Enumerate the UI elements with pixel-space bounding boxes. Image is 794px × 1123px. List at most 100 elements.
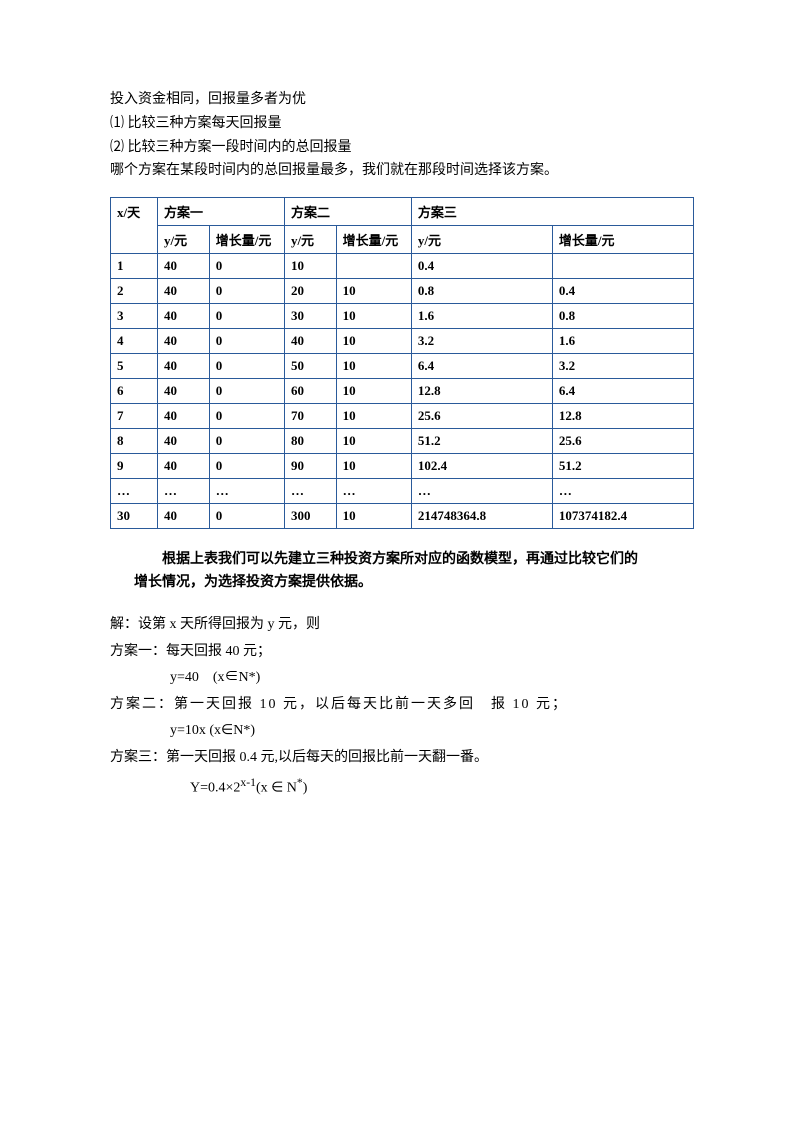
solution-line-3: 方案二：第一天回报 10 元，以后每天比前一天多回 报 10 元； — [110, 692, 694, 719]
table-row: 7400701025.612.8 — [111, 404, 694, 429]
cell-y3: 214748364.8 — [411, 504, 552, 529]
cell-y3: 25.6 — [411, 404, 552, 429]
solution-formula-2: y=10x (x∈N*) — [170, 718, 694, 745]
table-row: 1400100.4 — [111, 254, 694, 279]
cell-g1: 0 — [209, 354, 284, 379]
intro-line-2: ⑴ 比较三种方案每天回报量 — [110, 112, 694, 136]
cell-y1: 40 — [158, 379, 210, 404]
intro-line-4: 哪个方案在某段时间内的总回报量最多，我们就在那段时间选择该方案。 — [110, 159, 694, 183]
cell-y1: 40 — [158, 354, 210, 379]
cell-y1: 40 — [158, 454, 210, 479]
sub-g3: 增长量/元 — [552, 226, 693, 254]
table-row: 440040103.21.6 — [111, 329, 694, 354]
cell-x: 1 — [111, 254, 158, 279]
cell-y3: 3.2 — [411, 329, 552, 354]
cell-x: 30 — [111, 504, 158, 529]
cell-g3: 1.6 — [552, 329, 693, 354]
sub-y3: y/元 — [411, 226, 552, 254]
cell-y2: 80 — [284, 429, 336, 454]
cell-g1: 0 — [209, 379, 284, 404]
cell-g1: 0 — [209, 504, 284, 529]
cell-y2: 30 — [284, 304, 336, 329]
cell-x: 7 — [111, 404, 158, 429]
cell-x: 2 — [111, 279, 158, 304]
cell-x: … — [111, 479, 158, 504]
cell-g2: 10 — [336, 329, 411, 354]
cell-g2 — [336, 254, 411, 279]
cell-x: 4 — [111, 329, 158, 354]
cell-g1: 0 — [209, 279, 284, 304]
table-row: 94009010102.451.2 — [111, 454, 694, 479]
cell-g3: 25.6 — [552, 429, 693, 454]
cell-y2: … — [284, 479, 336, 504]
cell-g2: 10 — [336, 429, 411, 454]
cell-y3: 51.2 — [411, 429, 552, 454]
cell-g3: 3.2 — [552, 354, 693, 379]
cell-y1: … — [158, 479, 210, 504]
cell-g2: 10 — [336, 279, 411, 304]
solution-line-2: 方案一：每天回报 40 元； — [110, 639, 694, 666]
summary-line-1: 根据上表我们可以先建立三种投资方案所对应的函数模型，再通过比较它们的 — [134, 549, 694, 571]
intro-line-3: ⑵ 比较三种方案一段时间内的总回报量 — [110, 136, 694, 160]
header-plan1: 方案一 — [158, 198, 285, 226]
cell-y3: 0.8 — [411, 279, 552, 304]
cell-g2: 10 — [336, 504, 411, 529]
cell-g2: 10 — [336, 354, 411, 379]
sub-g2: 增长量/元 — [336, 226, 411, 254]
cell-y1: 40 — [158, 429, 210, 454]
cell-g3 — [552, 254, 693, 279]
cell-g1: 0 — [209, 429, 284, 454]
cell-g1: 0 — [209, 254, 284, 279]
cell-x: 5 — [111, 354, 158, 379]
summary-block: 根据上表我们可以先建立三种投资方案所对应的函数模型，再通过比较它们的 增长情况，… — [110, 549, 694, 594]
cell-g3: 0.8 — [552, 304, 693, 329]
cell-g1: 0 — [209, 404, 284, 429]
table-row: 340030101.60.8 — [111, 304, 694, 329]
comparison-table: x/天 方案一 方案二 方案三 y/元 增长量/元 y/元 增长量/元 y/元 … — [110, 197, 694, 529]
intro-block: 投入资金相同，回报量多者为优 ⑴ 比较三种方案每天回报量 ⑵ 比较三种方案一段时… — [110, 88, 694, 183]
cell-y1: 40 — [158, 304, 210, 329]
solution-formula-3: Y=0.4×2x-1(x ∈ N*) — [190, 772, 694, 802]
header-plan2: 方案二 — [284, 198, 411, 226]
cell-y2: 70 — [284, 404, 336, 429]
cell-g1: 0 — [209, 304, 284, 329]
cell-y1: 40 — [158, 329, 210, 354]
sub-y2: y/元 — [284, 226, 336, 254]
header-x: x/天 — [111, 198, 158, 254]
table-row: ………………… — [111, 479, 694, 504]
sub-y1: y/元 — [158, 226, 210, 254]
table-body: 1400100.4240020100.80.4340030101.60.8440… — [111, 254, 694, 529]
solution-line-1: 解：设第 x 天所得回报为 y 元，则 — [110, 612, 694, 639]
cell-g1: 0 — [209, 329, 284, 354]
cell-y3: … — [411, 479, 552, 504]
cell-y3: 6.4 — [411, 354, 552, 379]
table-row: 240020100.80.4 — [111, 279, 694, 304]
cell-y1: 40 — [158, 279, 210, 304]
cell-y3: 0.4 — [411, 254, 552, 279]
header-plan3: 方案三 — [411, 198, 693, 226]
cell-g3: 51.2 — [552, 454, 693, 479]
cell-y1: 40 — [158, 404, 210, 429]
cell-g3: 6.4 — [552, 379, 693, 404]
intro-line-1: 投入资金相同，回报量多者为优 — [110, 88, 694, 112]
cell-y3: 1.6 — [411, 304, 552, 329]
cell-g2: 10 — [336, 404, 411, 429]
table-header-row-2: y/元 增长量/元 y/元 增长量/元 y/元 增长量/元 — [111, 226, 694, 254]
cell-g3: 12.8 — [552, 404, 693, 429]
table-row: 8400801051.225.6 — [111, 429, 694, 454]
cell-y2: 50 — [284, 354, 336, 379]
cell-g2: 10 — [336, 454, 411, 479]
solution-block: 解：设第 x 天所得回报为 y 元，则 方案一：每天回报 40 元； y=40 … — [110, 612, 694, 802]
cell-y2: 10 — [284, 254, 336, 279]
cell-g3: 0.4 — [552, 279, 693, 304]
cell-y2: 300 — [284, 504, 336, 529]
sub-g1: 增长量/元 — [209, 226, 284, 254]
cell-y1: 40 — [158, 504, 210, 529]
table-header-row-1: x/天 方案一 方案二 方案三 — [111, 198, 694, 226]
cell-g2: … — [336, 479, 411, 504]
solution-formula-1: y=40 (x∈N*) — [170, 665, 694, 692]
cell-x: 8 — [111, 429, 158, 454]
cell-y2: 90 — [284, 454, 336, 479]
cell-g1: … — [209, 479, 284, 504]
cell-y2: 60 — [284, 379, 336, 404]
